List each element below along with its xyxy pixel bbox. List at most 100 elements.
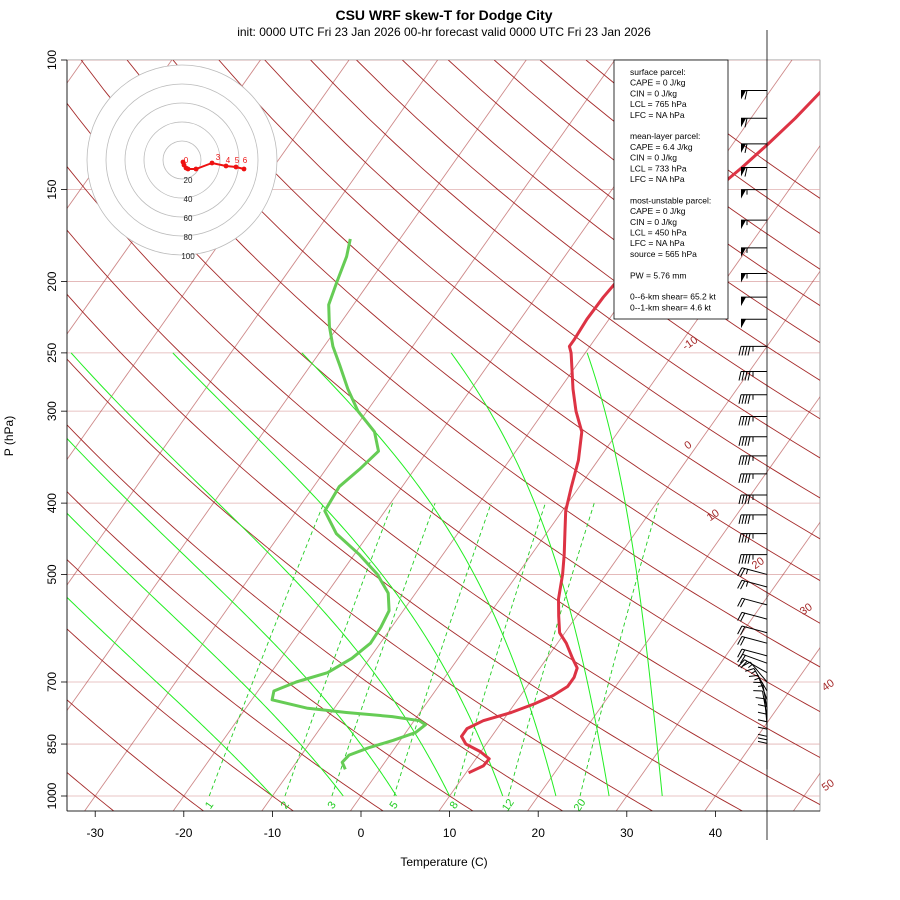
wind-barb-flag xyxy=(744,533,748,543)
mixing-ratio-label: 1 xyxy=(203,799,216,811)
mixing-ratio-label: 2 xyxy=(279,799,292,811)
dry-adiabats xyxy=(67,60,820,811)
chart-subtitle: init: 0000 UTC Fri 23 Jan 2026 00-hr for… xyxy=(237,25,651,39)
wind-barb-pennant xyxy=(741,118,746,128)
wind-barb-pennant xyxy=(741,247,746,257)
wind-barb xyxy=(741,661,768,683)
y-tick-label: 150 xyxy=(45,179,59,199)
dry-adiabat-line xyxy=(67,358,654,811)
isotherm-labels: -10 0 10 20 30 40 50 xyxy=(680,334,836,794)
info-box-line: LCL = 765 hPa xyxy=(630,99,687,109)
dry-adiabat-line xyxy=(67,229,820,806)
wind-barb-flag xyxy=(747,371,751,381)
wind-barb-flag xyxy=(757,733,768,737)
wind-barb-flag xyxy=(738,473,742,483)
wind-barb-flag xyxy=(747,394,751,404)
dry-adiabat-line xyxy=(172,60,820,582)
dry-adiabat-line xyxy=(67,165,820,759)
wind-barb-flag xyxy=(741,661,751,667)
mixing-ratio-label: 5 xyxy=(387,799,400,811)
wind-barb-flag xyxy=(757,711,768,715)
wind-barb-flag xyxy=(738,494,742,505)
x-tick-label: -20 xyxy=(175,826,193,840)
wind-barb xyxy=(738,345,767,356)
wind-barb-flag xyxy=(744,436,748,446)
dewpoint-trace xyxy=(270,238,427,770)
wind-barb-half-flag xyxy=(757,685,764,687)
info-box-frame xyxy=(613,59,729,320)
wind-barb-flag xyxy=(747,514,751,524)
wind-barb-flag xyxy=(737,580,743,589)
dry-adiabat-line xyxy=(126,60,820,624)
wind-barb-half-flag xyxy=(745,581,749,587)
wind-barb-flag xyxy=(747,554,751,564)
wind-barb-flag xyxy=(741,346,745,356)
info-box-line: surface parcel: xyxy=(630,67,686,77)
isotherm-label: 40 xyxy=(820,677,837,694)
wind-barb xyxy=(757,740,768,770)
wind-barb-flag xyxy=(737,636,743,645)
hodograph-ring xyxy=(162,140,202,180)
wind-barb-pennant xyxy=(741,90,746,100)
isotherm-label: 0 xyxy=(682,439,694,452)
isotherm-label: -10 xyxy=(680,334,700,353)
wind-barb-flag xyxy=(738,394,742,404)
hodograph-ring-label: 40 xyxy=(184,195,193,204)
dry-adiabat-line xyxy=(67,491,474,811)
info-box-line: source = 565 hPa xyxy=(630,249,697,259)
chart-title: CSU WRF skew-T for Dodge City xyxy=(335,7,552,23)
wind-barb-flag xyxy=(744,167,748,177)
wind-barb xyxy=(753,681,768,709)
isotherm-label: 50 xyxy=(820,777,837,794)
wind-barb-flag xyxy=(741,394,745,404)
dry-adiabat-line xyxy=(80,60,820,668)
wind-barb xyxy=(741,189,767,199)
wind-barb-flag xyxy=(741,494,745,505)
info-box-line: LCL = 733 hPa xyxy=(630,163,687,173)
hodograph-ring xyxy=(105,83,259,237)
wind-barb-flag xyxy=(741,416,745,426)
wind-barb xyxy=(741,143,767,153)
wind-barb-flag xyxy=(737,659,745,667)
hodograph-point xyxy=(193,166,199,172)
wind-barb-shaft xyxy=(741,611,768,620)
wind-barb-flag xyxy=(744,455,748,465)
moist-adiabat-line xyxy=(450,352,610,797)
hodograph-ring xyxy=(124,102,240,218)
wind-barb-half-flag xyxy=(754,677,760,681)
wind-barb xyxy=(741,272,767,283)
wind-barb-flag xyxy=(741,473,745,483)
dry-adiabat-line xyxy=(67,559,384,811)
wind-barb xyxy=(748,674,768,700)
mixing-ratio-labels: 1 2 3 5 8 12 20 xyxy=(203,797,588,814)
y-tick-label: 400 xyxy=(45,493,59,513)
wind-barb-flag xyxy=(757,704,768,708)
wind-barb-flag xyxy=(737,567,743,577)
wind-barb-shaft xyxy=(742,653,768,664)
wind-barb-pennant xyxy=(741,220,746,230)
info-box-line: CIN = 0 J/kg xyxy=(630,217,677,227)
info-box-line: CIN = 0 J/kg xyxy=(630,153,677,163)
dry-adiabat-line xyxy=(264,60,820,499)
info-box-line: CAPE = 0 J/kg xyxy=(630,206,686,216)
wind-barb xyxy=(737,597,768,608)
wind-barb-flag xyxy=(740,626,746,636)
wind-barb-flag xyxy=(741,554,745,564)
wind-barb-flag xyxy=(744,494,748,505)
moist-adiabat-line xyxy=(586,352,663,797)
wind-barb-flag xyxy=(741,436,745,446)
dry-adiabat-line xyxy=(218,60,820,540)
wind-barb-flag xyxy=(741,371,745,381)
x-tick-label: 40 xyxy=(709,826,723,840)
y-tick-label: 1000 xyxy=(45,782,59,809)
isotherm-line xyxy=(172,60,704,811)
wind-barb-flag xyxy=(744,90,748,100)
moist-adiabat-line xyxy=(67,596,273,797)
isotherm-line xyxy=(67,60,438,586)
wind-barb xyxy=(741,117,767,128)
wind-barb xyxy=(741,167,767,177)
wind-barb-flag xyxy=(741,514,745,524)
